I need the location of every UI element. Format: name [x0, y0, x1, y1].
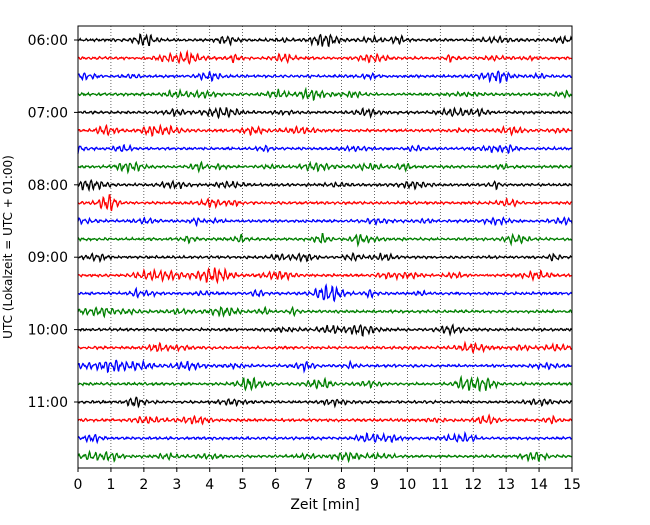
y-tick-label: 09:00 — [28, 250, 68, 266]
trace-0830 — [77, 216, 573, 228]
trace-0715 — [77, 123, 573, 137]
x-tick-label: 7 — [304, 477, 313, 493]
trace-0945 — [77, 305, 573, 319]
trace-1115 — [77, 413, 573, 426]
y-tick-label: 08:00 — [28, 178, 68, 194]
trace-0615 — [77, 49, 573, 65]
trace-1000 — [78, 323, 573, 337]
plot-frame — [77, 25, 573, 469]
x-tick-label: 12 — [464, 477, 482, 493]
x-tick-label: 9 — [370, 477, 379, 493]
trace-1130 — [77, 430, 573, 445]
x-tick-label: 14 — [530, 477, 548, 493]
x-axis-title: Zeit [min] — [290, 497, 359, 513]
trace-0745 — [77, 160, 573, 175]
trace-0800 — [77, 178, 573, 193]
trace-0815 — [77, 194, 573, 212]
x-tick-label: 5 — [238, 477, 247, 493]
x-tick-label: 3 — [172, 477, 181, 493]
trace-0900 — [78, 251, 573, 264]
trace-0700 — [77, 106, 573, 120]
y-tick-label: 06:00 — [28, 33, 68, 49]
trace-0600 — [77, 33, 573, 48]
x-tick-label: 2 — [139, 477, 148, 493]
y-axis-title: UTC (Lokalzeit = UTC + 01:00) — [1, 155, 15, 339]
trace-0630 — [77, 70, 573, 84]
trace-1030 — [77, 359, 573, 374]
trace-0645 — [77, 86, 573, 102]
trace-0845 — [77, 232, 573, 248]
x-tick-label: 0 — [74, 477, 83, 493]
y-tick-label: 11:00 — [28, 395, 68, 411]
x-tick-label: 11 — [431, 477, 449, 493]
x-tick-label: 6 — [271, 477, 280, 493]
trace-1145 — [77, 449, 573, 464]
x-axis: 0 1 2 3 4 5 6 7 8 9 10 11 12 13 14 15 — [74, 468, 581, 493]
x-tick-label: 13 — [497, 477, 515, 493]
y-axis: 06:00 07:00 08:00 09:00 10:00 11:00 — [28, 33, 78, 411]
x-tick-label: 4 — [205, 477, 214, 493]
seismic-traces — [77, 33, 573, 464]
trace-0730 — [77, 143, 573, 155]
trace-1045 — [77, 374, 572, 393]
x-tick-label: 10 — [398, 477, 416, 493]
y-tick-label: 10:00 — [28, 323, 68, 339]
x-tick-label: 8 — [337, 477, 346, 493]
trace-1100 — [78, 396, 573, 409]
y-tick-label: 07:00 — [28, 105, 68, 121]
trace-1015 — [77, 340, 573, 354]
x-tick-label: 15 — [563, 477, 581, 493]
x-tick-label: 1 — [106, 477, 115, 493]
trace-0915 — [77, 266, 573, 285]
trace-0930 — [77, 283, 573, 303]
plot-background — [78, 26, 572, 468]
